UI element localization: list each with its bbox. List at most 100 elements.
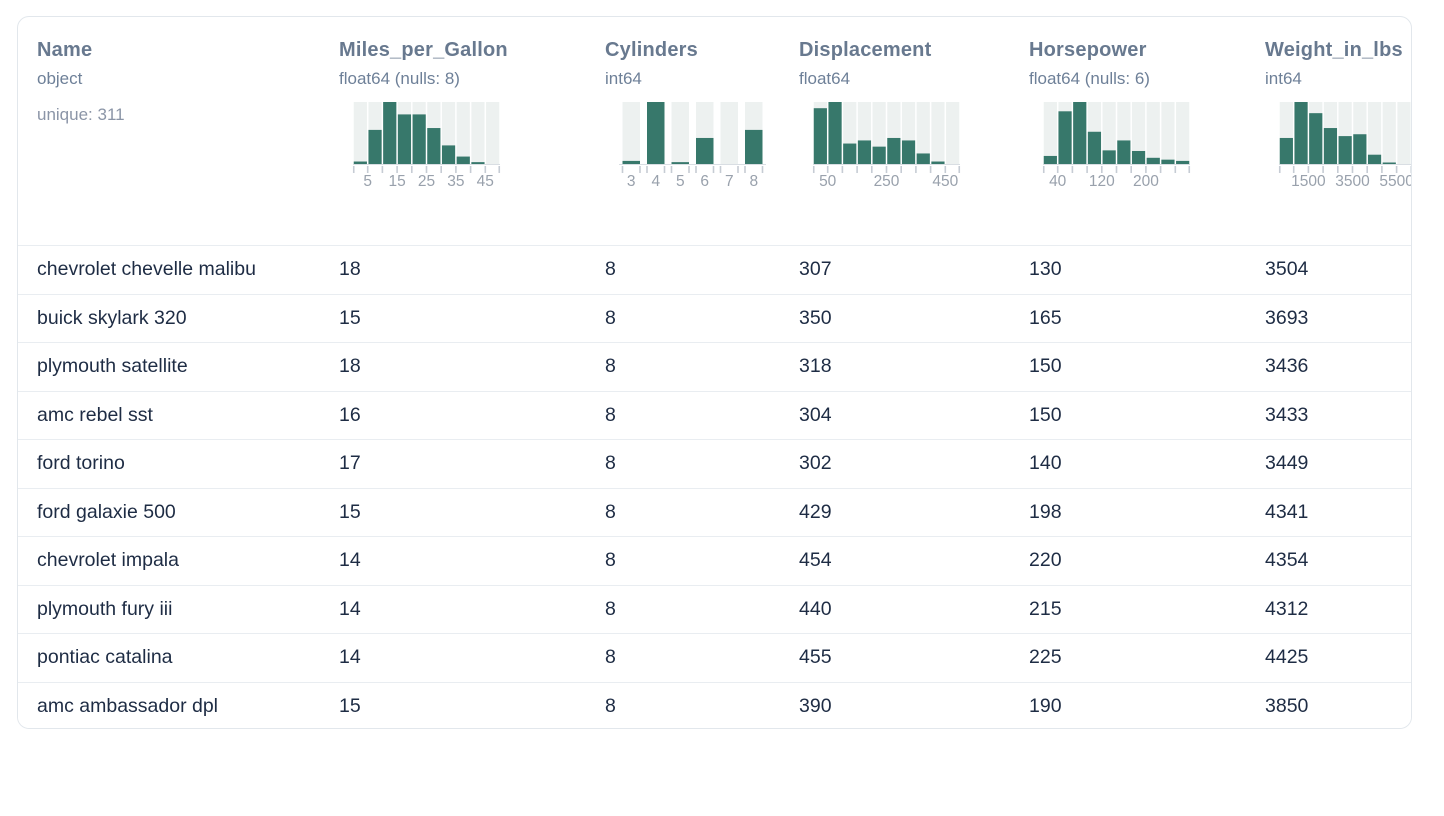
table-row: buick skylark 320 15 8 350 165 3693 [18,293,1411,342]
table-cell: 15 [339,500,361,523]
table-cell: 4354 [1265,549,1309,572]
column-header-horsepower[interactable]: Horsepower float64 (nulls: 6) 40 120 200 [1029,39,1197,197]
column-dtype: object [37,69,83,88]
table-cell: 15 [339,694,361,717]
table-card: Name object unique: 311 Miles_per_Gallon flo… [17,16,1412,729]
footer-bar: 406 rows, 9 columns Page 1 of [0,729,1444,816]
table-cell: 8 [605,306,616,329]
table-cell: 8 [605,355,616,378]
svg-text:4: 4 [651,173,660,190]
table-row: plymouth fury iii 14 8 440 215 4312 [18,584,1411,633]
table-cell: 140 [1029,452,1062,475]
column-header-displacement[interactable]: Displacement float64 50 250 450 [799,39,967,197]
table-cell: 3504 [1265,258,1309,281]
table-cell: 8 [605,694,616,717]
column-header-weight_in_lbs[interactable]: Weight_in_lbs int64 1500 3500 5500 [1265,39,1412,197]
table-cell: 307 [799,258,832,281]
table-cell: 455 [799,646,832,669]
svg-text:45: 45 [477,173,494,190]
table-cell: 8 [605,549,616,572]
column-histogram[interactable]: 40 120 200 [1036,102,1197,192]
svg-text:25: 25 [418,173,435,190]
table-cell: 8 [605,597,616,620]
table-cell: 318 [799,355,832,378]
table-cell: 390 [799,694,832,717]
table-cell: 8 [605,500,616,523]
table-cell: 3433 [1265,403,1309,426]
table-cell: 215 [1029,597,1062,620]
table-row: chevrolet chevelle malibu 18 8 307 130 3504 [18,245,1411,294]
table-cell: 220 [1029,549,1062,572]
column-title: Displacement [799,39,932,61]
table-cell: 350 [799,306,832,329]
column-header-name[interactable]: Name object unique: 311 [37,39,125,125]
table-cell: 14 [339,549,361,572]
table-cell: 16 [339,403,361,426]
column-histogram[interactable]: 1500 3500 5500 [1272,102,1412,192]
table-cell: 8 [605,646,616,669]
table-cell: 150 [1029,403,1062,426]
column-histogram[interactable]: 5 15 25 35 45 [346,102,507,192]
column-title: Cylinders [605,39,698,61]
table-row: ford galaxie 500 15 8 429 198 4341 [18,487,1411,536]
table-cell: 190 [1029,694,1062,717]
table-row: amc ambassador dpl 15 8 390 190 3850 [18,681,1411,728]
table-cell: 165 [1029,306,1062,329]
svg-text:3: 3 [627,173,636,190]
column-histogram[interactable]: 50 250 450 [806,102,967,192]
table-row: amc rebel sst 16 8 304 150 3433 [18,390,1411,439]
table-cell: 14 [339,597,361,620]
column-unique-count: unique: 311 [37,105,125,124]
column-header-cylinders[interactable]: Cylinders int64 3 4 5 6 7 8 [605,39,773,197]
table-cell: plymouth fury iii [37,597,173,620]
column-title: Name [37,39,93,61]
svg-text:120: 120 [1089,173,1115,190]
svg-text:5: 5 [676,173,685,190]
table-cell: chevrolet chevelle malibu [37,258,256,281]
table-row: plymouth satellite 18 8 318 150 3436 [18,342,1411,391]
svg-text:5: 5 [363,173,372,190]
svg-text:40: 40 [1049,173,1067,190]
column-dtype: float64 (nulls: 8) [339,69,460,88]
svg-text:35: 35 [447,173,464,190]
column-header-miles_per_gallon[interactable]: Miles_per_Gallon float64 (nulls: 8) 5 15 25 3… [339,39,508,197]
svg-text:5500: 5500 [1379,173,1412,190]
column-header-row: Name object unique: 311 Miles_per_Gallon flo… [18,17,1411,245]
svg-text:50: 50 [819,173,837,190]
svg-text:250: 250 [874,173,900,190]
table-cell: 4341 [1265,500,1309,523]
table-cell: 17 [339,452,361,475]
table-cell: 3449 [1265,452,1309,475]
column-dtype: int64 [1265,69,1302,88]
table-cell: 304 [799,403,832,426]
table-cell: 302 [799,452,832,475]
svg-text:7: 7 [725,173,734,190]
table-cell: 454 [799,549,832,572]
svg-text:450: 450 [932,173,958,190]
table-cell: 8 [605,452,616,475]
table-cell: 150 [1029,355,1062,378]
table-cell: 15 [339,306,361,329]
table-row: ford torino 17 8 302 140 3449 [18,439,1411,488]
table-cell: plymouth satellite [37,355,188,378]
table-cell: 18 [339,258,361,281]
table-cell: 3693 [1265,306,1309,329]
table-cell: amc ambassador dpl [37,694,219,717]
table-body: chevrolet chevelle malibu 18 8 307 130 3504 bu… [18,245,1411,728]
table-cell: amc rebel sst [37,403,153,426]
table-cell: ford galaxie 500 [37,500,176,523]
svg-text:200: 200 [1133,173,1159,190]
table-cell: 8 [605,403,616,426]
column-title: Horsepower [1029,39,1147,61]
column-dtype: float64 [799,69,851,88]
svg-text:6: 6 [700,173,709,190]
column-dtype: int64 [605,69,642,88]
svg-text:3500: 3500 [1335,173,1370,190]
table-cell: chevrolet impala [37,549,179,572]
table-cell: buick skylark 320 [37,306,187,329]
svg-text:15: 15 [388,173,405,190]
table-cell: ford torino [37,452,125,475]
table-row: chevrolet impala 14 8 454 220 4354 [18,536,1411,585]
